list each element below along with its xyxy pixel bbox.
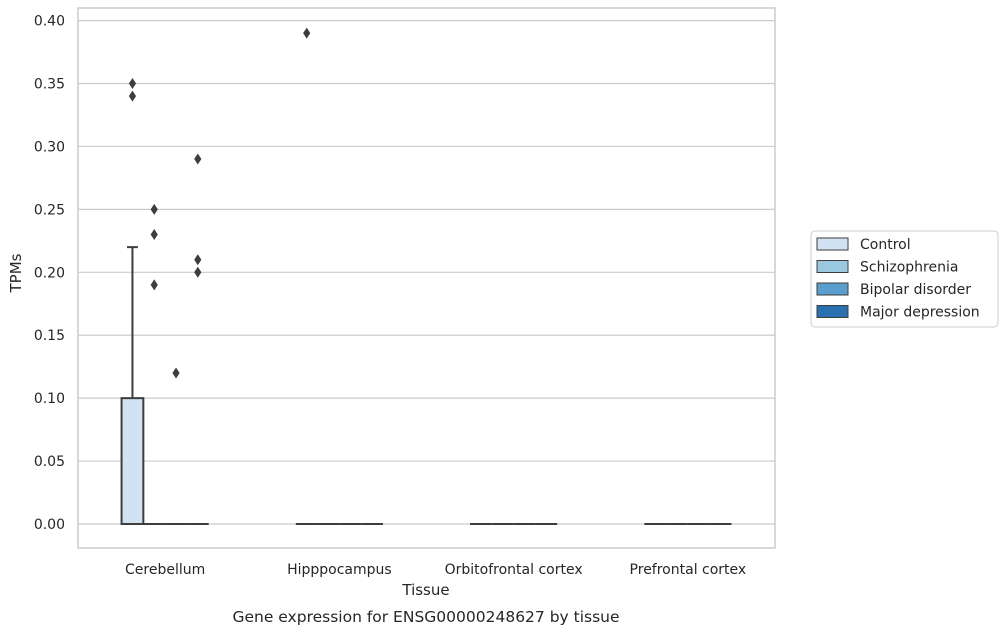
outlier-point	[194, 153, 202, 165]
legend-label: Schizophrenia	[860, 260, 958, 276]
box-group	[143, 203, 166, 525]
y-tick-label: 0.00	[34, 517, 65, 533]
y-tick-label: 0.05	[34, 454, 65, 470]
legend-swatch	[816, 305, 849, 318]
y-tick-label: 0.20	[34, 265, 65, 281]
box-group	[165, 367, 187, 525]
x-tick-label: Cerebellum	[125, 562, 205, 578]
y-tick-label: 0.10	[34, 391, 65, 407]
x-tick-label: Prefrontal cortex	[630, 562, 747, 578]
box-group	[295, 27, 318, 525]
box	[120, 397, 145, 525]
y-tick-label: 0.30	[34, 139, 65, 155]
legend-swatch	[816, 260, 849, 273]
grid-lines	[78, 20, 775, 525]
box-group	[120, 78, 145, 525]
y-tick-label: 0.40	[34, 14, 65, 30]
outlier-point	[150, 229, 158, 241]
y-tick-label: 0.35	[34, 77, 65, 93]
outlier-point	[128, 90, 137, 102]
legend-swatch	[816, 282, 849, 296]
x-tick-label: Hipppocampus	[287, 562, 392, 578]
outlier-point	[150, 203, 158, 215]
legend-label: Bipolar disorder	[860, 282, 971, 298]
x-tick-label: Orbitofrontal cortex	[445, 562, 583, 578]
outlier-point	[150, 279, 158, 291]
legend-swatch	[816, 237, 849, 251]
legend-frame	[810, 230, 999, 328]
plot-frame	[77, 7, 776, 549]
legend-label: Control	[860, 237, 911, 253]
x-tick-labels: Cerebellum Hipppocampus Orbitofrontal cort…	[125, 562, 746, 578]
y-tick-label: 0.15	[34, 328, 65, 344]
outlier-point	[303, 27, 311, 39]
chart-caption: Gene expression for ENSG00000248627 by t…	[232, 608, 619, 626]
y-tick-label: 0.25	[34, 202, 65, 218]
outlier-point	[194, 254, 202, 266]
x-axis-title: Tissue	[401, 581, 449, 599]
y-tick-labels: 0.00 0.05 0.10 0.15 0.20 0.25 0.30 0.35 0.40	[34, 14, 65, 533]
box-group	[186, 153, 209, 525]
legend-label: Major depression	[860, 305, 980, 321]
outlier-point	[128, 78, 137, 90]
y-axis-title: TPMs	[7, 253, 25, 293]
outlier-point	[172, 367, 180, 379]
boxes	[120, 27, 732, 525]
outlier-point	[194, 266, 202, 278]
legend: Control Schizophrenia Bipolar disorder Majo…	[810, 230, 999, 328]
